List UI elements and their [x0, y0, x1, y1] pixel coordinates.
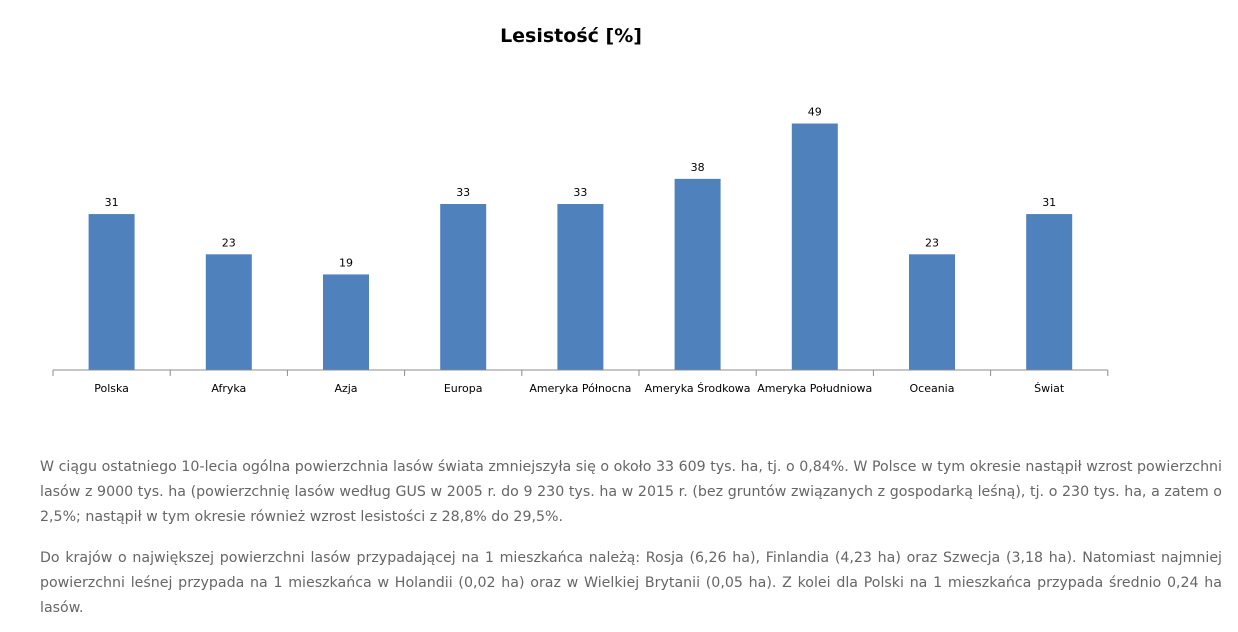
bar-0 [88, 214, 135, 370]
bar-chart: Lesistość [%] 31 23 19 33 33 38 49 23 31 Polska A… [52, 25, 1109, 395]
data-label-1: 23 [222, 236, 236, 249]
chart-title: Lesistość [%] [500, 25, 642, 47]
data-label-0: 31 [105, 196, 119, 209]
bar-7 [909, 254, 955, 370]
paragraph-forest-per-capita: Do krajów o największej powierzchni lasó… [40, 550, 1222, 616]
data-label-4: 33 [573, 186, 587, 199]
bars-group [88, 123, 1073, 370]
bar-4 [557, 204, 604, 370]
x-tick-label-1: Afryka [211, 382, 246, 395]
bar-5 [674, 178, 721, 370]
x-tick-label-7: Oceania [910, 382, 955, 395]
bar-1 [205, 254, 252, 370]
x-tick-label-5: Ameryka Środkowa [645, 382, 751, 395]
x-tick-label-6: Ameryka Południowa [757, 382, 872, 395]
bar-6 [791, 123, 838, 370]
paragraph-forest-area-change: W ciągu ostatniego 10-lecia ogólna powie… [40, 459, 1222, 525]
bar-8 [1026, 214, 1073, 370]
x-axis: Polska Afryka Azja Europa Ameryka Północna Am… [52, 369, 1109, 395]
data-label-6: 49 [808, 106, 822, 119]
x-tick-label-8: Świat [1034, 382, 1065, 395]
bar-3 [440, 204, 487, 370]
x-tick-label-0: Polska [94, 382, 129, 395]
x-tick-label-4: Ameryka Północna [529, 382, 631, 395]
data-label-5: 38 [691, 161, 705, 174]
bar-2 [323, 274, 369, 370]
x-tick-label-3: Europa [444, 382, 483, 395]
data-label-7: 23 [925, 236, 939, 249]
data-label-8: 31 [1042, 196, 1056, 209]
data-label-3: 33 [456, 186, 470, 199]
data-label-2: 19 [339, 256, 353, 269]
data-labels-group: 31 23 19 33 33 38 49 23 31 [105, 106, 1057, 270]
x-tick-label-2: Azja [334, 382, 357, 395]
